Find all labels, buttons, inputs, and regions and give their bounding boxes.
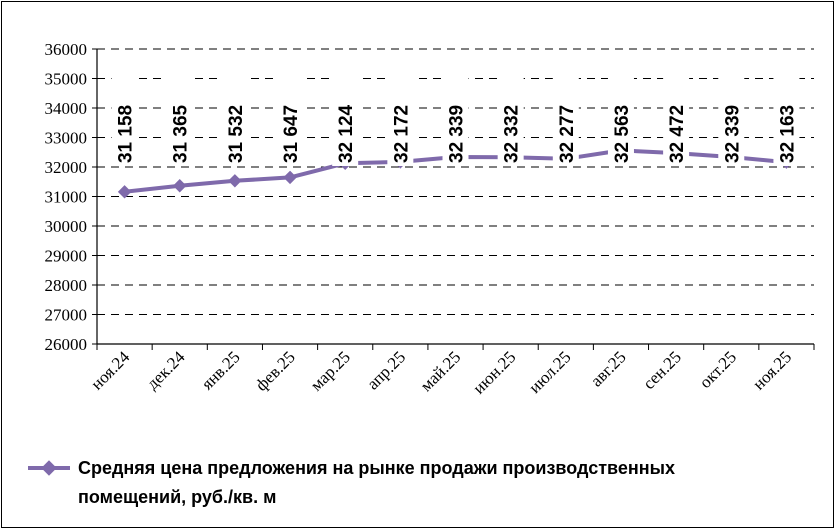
x-tick-label: мар.25 bbox=[307, 347, 354, 394]
data-label: 31 647 bbox=[281, 105, 302, 163]
data-label: 32 563 bbox=[612, 105, 633, 163]
gridlines bbox=[97, 48, 814, 315]
data-label: 32 277 bbox=[557, 105, 578, 163]
data-label-background bbox=[387, 50, 414, 166]
data-label-background bbox=[663, 50, 690, 166]
y-tick-label: 36000 bbox=[45, 40, 88, 59]
data-labels: 31 158 31 365 31 532 31 647 32 124 32 172 32 3… bbox=[111, 50, 800, 166]
data-label-background bbox=[442, 50, 469, 166]
y-tick-label: 29000 bbox=[45, 247, 88, 266]
x-tick-label: ноя.24 bbox=[87, 347, 134, 394]
data-label-background bbox=[607, 50, 634, 166]
y-tick-label: 34000 bbox=[45, 99, 88, 118]
data-label: 32 332 bbox=[502, 105, 523, 163]
y-tick-label: 28000 bbox=[45, 276, 88, 295]
data-label-background bbox=[277, 50, 304, 166]
y-tick-label: 32000 bbox=[45, 158, 88, 177]
data-label: 32 124 bbox=[336, 104, 357, 163]
data-label: 31 532 bbox=[226, 105, 247, 163]
x-tick-label: окт.25 bbox=[696, 347, 741, 392]
y-tick-label: 35000 bbox=[45, 70, 88, 89]
data-label-background bbox=[111, 50, 138, 166]
data-label: 31 158 bbox=[116, 105, 137, 163]
legend-marker-icon bbox=[41, 460, 57, 476]
y-axis-tick-labels: 26000 27000 28000 29000 30000 31000 32000 33000… bbox=[45, 40, 88, 354]
x-tick-label: май.25 bbox=[417, 347, 465, 395]
axes bbox=[92, 48, 815, 350]
data-label-background bbox=[718, 50, 745, 166]
y-tick-label: 31000 bbox=[45, 188, 88, 207]
data-label: 32 472 bbox=[667, 105, 688, 163]
data-label-background bbox=[497, 50, 524, 166]
data-point-marker bbox=[228, 174, 242, 188]
data-label-background bbox=[332, 50, 359, 166]
x-tick-label: дек.24 bbox=[143, 347, 189, 393]
data-label-background bbox=[552, 50, 579, 166]
legend-label-line-1: Средняя цена предложения на рынке продаж… bbox=[78, 458, 675, 478]
x-tick-label: ноя.25 bbox=[749, 347, 795, 393]
data-label-background bbox=[773, 50, 800, 166]
data-label-background bbox=[221, 50, 248, 166]
x-tick-label: сен.25 bbox=[639, 347, 685, 393]
data-label-background bbox=[166, 50, 193, 166]
legend-label-line-2: помещений, руб./кв. м bbox=[78, 487, 276, 507]
legend: Средняя цена предложения на рынке продаж… bbox=[28, 458, 675, 507]
y-tick-label: 30000 bbox=[45, 217, 88, 236]
data-label: 32 163 bbox=[777, 105, 798, 163]
x-axis-tick-labels: ноя.24 дек.24 янв.25 фев.25 мар.25 апр.25 май.… bbox=[87, 347, 795, 398]
x-tick-label: июл.25 bbox=[525, 347, 575, 397]
data-point-marker bbox=[117, 185, 132, 199]
x-tick-label: авг.25 bbox=[587, 347, 630, 390]
data-label: 31 365 bbox=[171, 104, 192, 163]
x-tick-label: июн.25 bbox=[469, 347, 519, 397]
data-label: 32 339 bbox=[722, 105, 743, 163]
y-tick-label: 27000 bbox=[45, 306, 88, 325]
y-tick-label: 33000 bbox=[45, 129, 88, 148]
data-point-marker bbox=[173, 179, 187, 193]
x-tick-label: фев.25 bbox=[252, 347, 299, 394]
x-tick-label: апр.25 bbox=[363, 347, 409, 393]
x-tick-label: янв.25 bbox=[198, 347, 244, 393]
data-label: 32 339 bbox=[447, 105, 468, 163]
data-point-marker bbox=[283, 170, 297, 185]
y-tick-label: 26000 bbox=[45, 335, 88, 354]
data-label: 32 172 bbox=[391, 105, 412, 163]
